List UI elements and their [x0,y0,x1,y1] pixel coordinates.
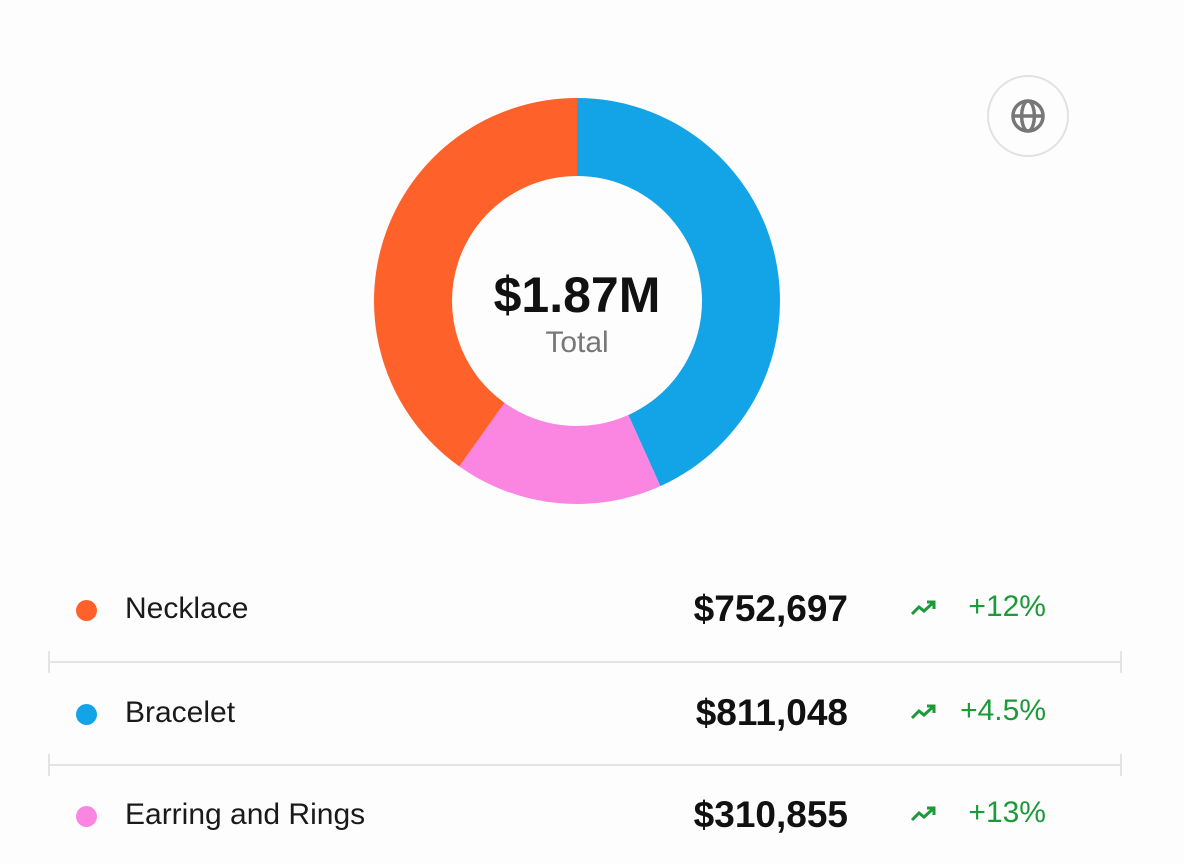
globe-icon [1011,99,1045,133]
necklace-dot [76,600,97,621]
total-label: Total [545,326,609,359]
legend-name: Bracelet [125,696,236,729]
legend-row-bracelet: Bracelet $811,048 +4.5% [48,684,1122,744]
legend-change: +12% [968,590,1046,623]
bracelet-dot [76,704,97,725]
divider [48,651,1122,673]
trend-up-icon [910,806,936,822]
donut-slice-necklace [373,98,577,467]
globe-button[interactable] [987,75,1069,157]
donut-chart [373,98,780,504]
donut-slice-bracelet [577,98,780,487]
donut-slice-earring-and-rings [459,402,661,504]
total-value: $1.87M [493,267,661,323]
legend-amount: $310,855 [693,794,848,835]
legend-name: Earring and Rings [125,798,366,831]
trend-up-icon [910,600,936,616]
legend-amount: $811,048 [695,692,848,733]
legend-amount: $752,697 [693,588,848,629]
legend-name: Necklace [125,592,249,625]
legend-change: +13% [968,796,1046,829]
earring-dot [76,806,97,827]
legend-row-necklace: Necklace $752,697 +12% [48,580,1122,640]
legend-change: +4.5% [960,694,1046,727]
trend-up-icon [910,704,936,720]
divider [48,754,1122,776]
legend-row-earring-and-rings: Earring and Rings $310,855 +13% [48,786,1122,846]
